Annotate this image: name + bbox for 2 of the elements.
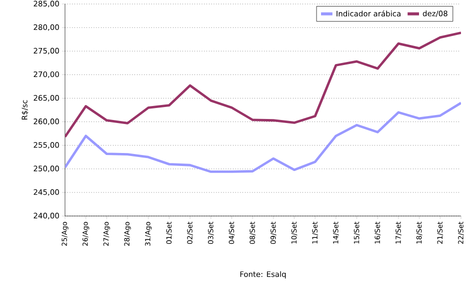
line-series [65,102,461,173]
line-series [65,32,461,138]
